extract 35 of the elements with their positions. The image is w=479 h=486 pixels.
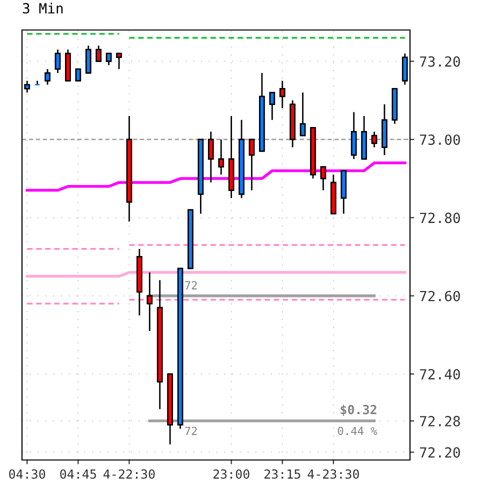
candlestick — [85, 44, 92, 74]
candlestick — [146, 272, 153, 332]
y-tick-label: 73.00 — [420, 134, 460, 145]
candlestick — [350, 111, 357, 160]
x-tick-label: 4-22:30 — [103, 469, 155, 479]
candlestick — [218, 138, 224, 176]
candlestick — [116, 52, 122, 70]
annotation: $0.32 — [340, 404, 376, 416]
x-tick-label: 23:15 — [264, 469, 300, 479]
annotation: 72 — [185, 426, 197, 435]
candlestick — [106, 52, 112, 66]
y-tick-label: 72.60 — [420, 290, 460, 302]
candlestick — [279, 80, 286, 109]
candlestick — [54, 48, 61, 74]
candlestick — [75, 68, 82, 82]
candlestick — [300, 92, 306, 136]
candlestick — [269, 92, 276, 121]
x-tick-label: 04:30 — [9, 469, 46, 479]
chart-title: 3 Min — [22, 2, 63, 14]
annotation: 72 — [185, 281, 197, 290]
annotation: 0.44 % — [338, 426, 378, 436]
candlestick — [371, 130, 378, 148]
candlestick — [248, 138, 255, 191]
candlestick — [44, 68, 50, 86]
candlestick — [208, 130, 214, 184]
x-tick-label: 4-23:30 — [308, 469, 359, 479]
candlestick — [96, 44, 102, 62]
y-tick-label: 73.20 — [420, 56, 460, 67]
x-tick-label: 04:45 — [60, 469, 96, 479]
y-tick-label: 72.28 — [420, 416, 460, 426]
y-tick-label: 72.80 — [420, 212, 460, 224]
candlestick — [320, 166, 326, 191]
y-tick-label: 72.40 — [420, 369, 460, 380]
y-tick-label: 72.20 — [420, 447, 460, 458]
x-tick-label: 23:00 — [213, 469, 250, 479]
